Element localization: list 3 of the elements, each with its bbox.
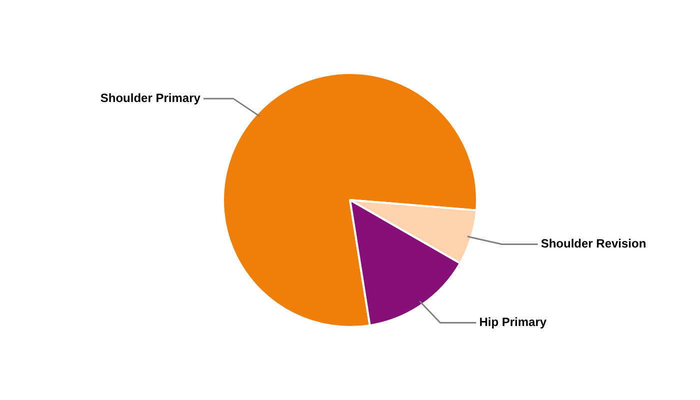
slice-label: Hip Primary <box>479 315 547 330</box>
slice-label: Shoulder Revision <box>540 236 646 251</box>
slice-label: Shoulder Primary <box>100 91 201 105</box>
